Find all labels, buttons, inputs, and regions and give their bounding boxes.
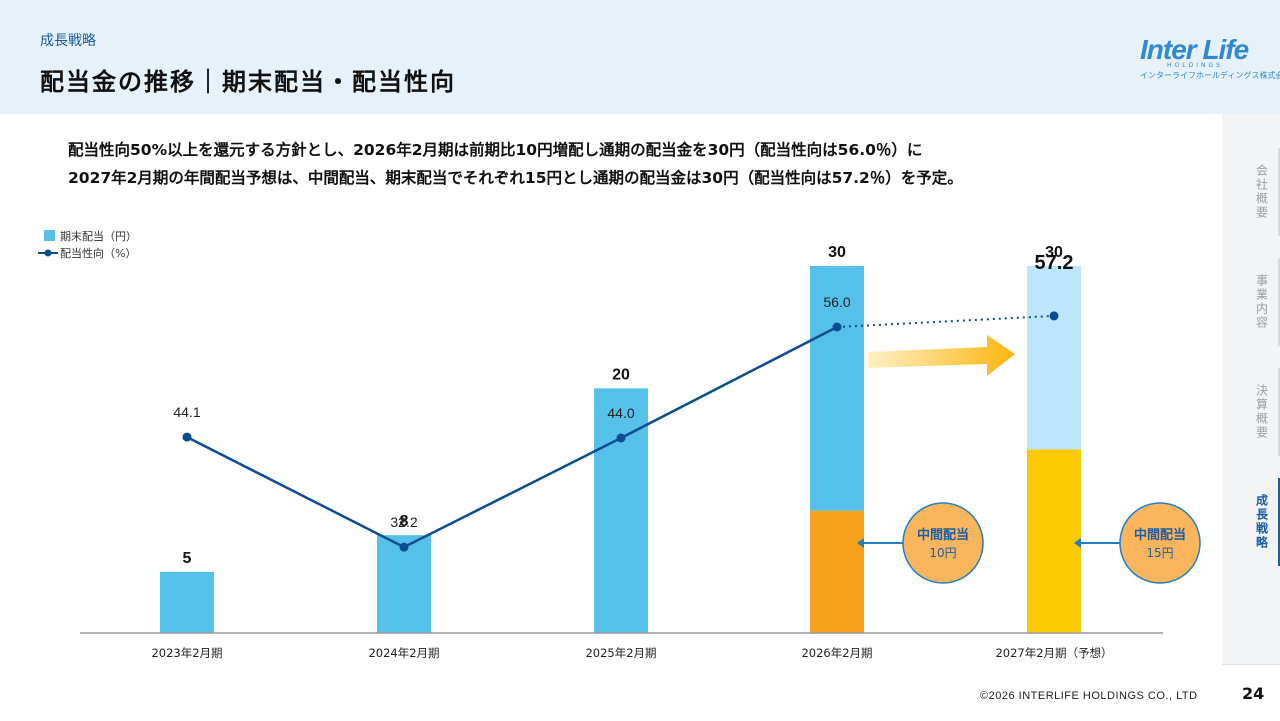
page-number: 24 — [1242, 684, 1265, 703]
ratio-point-3 — [832, 322, 842, 332]
forecast-arrow-shape — [868, 335, 1015, 376]
forecast-arrow — [868, 335, 1015, 376]
payout-ratio-line — [182, 311, 1059, 552]
company-logo: Inter Life HOLDINGS インターライフホールディングス株式会社 — [1140, 34, 1280, 88]
data-labels: 5 8 20 30 30 44.1 32.2 44.0 56.0 57.2 — [173, 244, 1073, 567]
logo-jp-text: インターライフホールディングス株式会社 — [1140, 71, 1280, 80]
ratio-label-2: 44.0 — [607, 405, 634, 421]
ratio-label-0: 44.1 — [173, 404, 200, 420]
x-tick-label-1: 2024年2月期 — [368, 646, 439, 660]
bar-total-label-1: 8 — [400, 513, 409, 530]
callout-circle-1 — [1119, 502, 1201, 584]
bar-interim-4 — [1027, 449, 1081, 633]
callout-title-0: 中間配当 — [917, 527, 969, 543]
section-label: 成長戦略 — [40, 33, 96, 49]
dividend-chart: 期末配当（円）配当性向（%） 2023年2月期 2024年2月期 2025年2月期 2… — [38, 229, 1201, 660]
callout-arrow-head-0 — [857, 538, 864, 548]
sidebar-tab-business[interactable]: 事業内容 — [1246, 258, 1280, 346]
logo-sub-text: HOLDINGS — [1167, 62, 1223, 69]
bar-year-end-4 — [1027, 266, 1081, 450]
logo-main-text: Inter Life — [1140, 34, 1249, 65]
bar-year-end-2 — [594, 388, 648, 633]
page-number-box — [1222, 664, 1280, 721]
x-tick-label-3: 2026年2月期 — [801, 646, 872, 660]
ratio-label-3: 56.0 — [823, 294, 850, 310]
x-tick-label-4: 2027年2月期（予想） — [995, 646, 1112, 660]
lead-line-1: 配当性向50%以上を還元する方針とし、2026年2月期は前期比10円増配し通期の… — [68, 141, 923, 159]
callout-value-0: 10円 — [929, 546, 956, 560]
ratio-point-4 — [1049, 311, 1059, 321]
bar-total-label-4: 30 — [1045, 244, 1063, 261]
callout-circle-0 — [902, 502, 984, 584]
callout-title-1: 中間配当 — [1134, 527, 1186, 543]
ratio-line-actual — [186, 325, 838, 549]
copyright: ©2026 INTERLIFE HOLDINGS CO., LTD — [980, 690, 1198, 702]
ratio-line-forecast — [836, 314, 1055, 328]
bar-total-label-2: 20 — [612, 366, 630, 383]
sidebar-tab-results[interactable]: 決算概要 — [1246, 368, 1280, 456]
ratio-label-4: 57.2 — [1035, 252, 1074, 274]
ratio-point-1 — [399, 542, 409, 552]
bar-year-end-3 — [810, 266, 864, 511]
x-axis: 2023年2月期 2024年2月期 2025年2月期 2026年2月期 2027年2月期… — [80, 632, 1163, 660]
page-title: 配当金の推移｜期末配当・配当性向 — [40, 68, 456, 96]
sidebar-tab-company[interactable]: 会社概要 — [1246, 148, 1280, 236]
bar-year-end-0 — [160, 571, 214, 633]
bar-interim-3 — [810, 510, 864, 633]
lead-text: 配当性向50%以上を還元する方針とし、2026年2月期は前期比10円増配し通期の… — [68, 136, 1208, 192]
chart-legend: 期末配当（円） 配当性向（%） — [38, 229, 137, 260]
header-band: 成長戦略 配当金の推移｜期末配当・配当性向 Inter Life HOLDING… — [0, 0, 1280, 114]
bar-group — [160, 266, 1081, 633]
interim-callouts: 中間配当 10円 中間配当 15円 — [857, 502, 1201, 584]
lead-line-2: 2027年2月期の年間配当予想は、中間配当、期末配当でそれぞれ15円とし通期の配… — [68, 169, 963, 187]
legend-bar-label: 期末配当（円） — [60, 229, 137, 243]
x-tick-label-0: 2023年2月期 — [151, 646, 222, 660]
callout-arrow-head-1 — [1074, 538, 1081, 548]
bar-total-label-0: 5 — [183, 550, 192, 567]
legend-bar-swatch — [44, 230, 55, 241]
legend-line-label: 配当性向（%） — [60, 246, 136, 260]
callout-value-1: 15円 — [1146, 546, 1173, 560]
ratio-point-0 — [182, 432, 192, 442]
x-tick-label-2: 2025年2月期 — [585, 646, 656, 660]
ratio-label-1: 32.2 — [390, 514, 417, 530]
ratio-point-2 — [616, 433, 626, 443]
legend-line-marker — [44, 249, 52, 257]
sidebar-tab-strategy[interactable]: 成長戦略 — [1246, 478, 1280, 566]
section-sidebar: 会社概要 事業内容 決算概要 成長戦略 — [1222, 114, 1280, 664]
bar-total-label-3: 30 — [828, 244, 846, 261]
